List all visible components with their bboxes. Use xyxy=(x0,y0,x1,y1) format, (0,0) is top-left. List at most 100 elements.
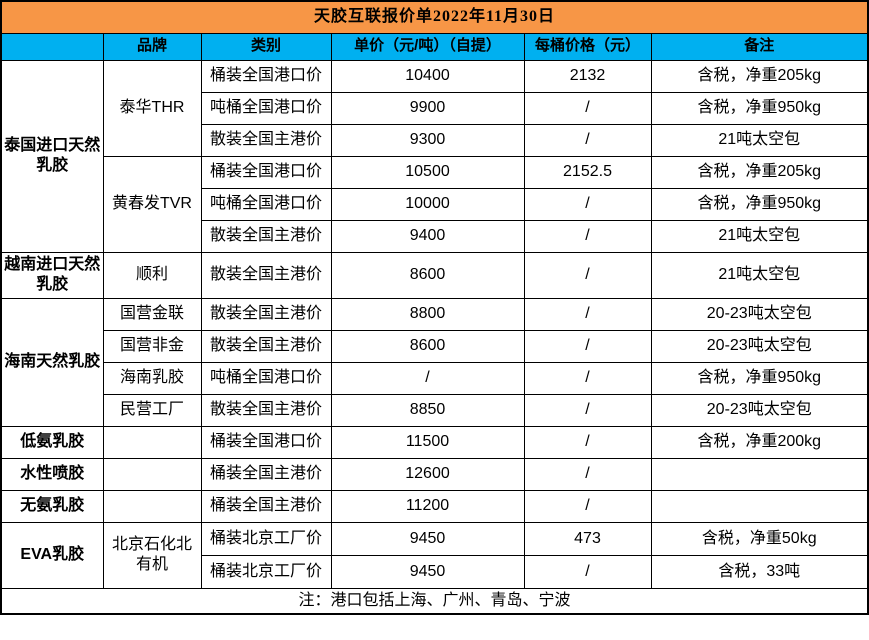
group-cell: EVA乳胶 xyxy=(0,521,104,589)
unit-price-cell: 11500 xyxy=(330,425,525,459)
unit-price-cell: 9450 xyxy=(330,554,525,589)
table-row: 散装全国主港价 9300 / 21吨太空包 xyxy=(1,123,869,157)
remark-cell: 21吨太空包 xyxy=(650,219,869,253)
remark-cell: 含税，33吨 xyxy=(650,554,869,589)
barrel-price-cell: / xyxy=(523,393,652,427)
barrel-price-cell: / xyxy=(523,489,652,523)
remark-cell: 含税，净重950kg xyxy=(650,361,869,395)
remark-cell: 含税，净重950kg xyxy=(650,187,869,221)
barrel-price-cell: / xyxy=(523,554,652,589)
brand-cell: 国营非金 xyxy=(102,329,202,363)
barrel-price-cell: / xyxy=(523,91,652,125)
category-cell: 散装全国主港价 xyxy=(200,123,332,157)
category-cell: 散装全国主港价 xyxy=(200,251,332,299)
unit-price-cell: 10000 xyxy=(330,187,525,221)
unit-price-cell: 12600 xyxy=(330,457,525,491)
unit-price-cell: 8850 xyxy=(330,393,525,427)
category-cell: 桶装北京工厂价 xyxy=(200,521,332,556)
brand-cell xyxy=(102,457,202,491)
brand-cell: 民营工厂 xyxy=(102,393,202,427)
category-cell: 吨桶全国港口价 xyxy=(200,361,332,395)
category-cell: 吨桶全国港口价 xyxy=(200,187,332,221)
group-cell: 无氨乳胶 xyxy=(0,489,104,523)
remark-cell: 含税，净重50kg xyxy=(650,521,869,556)
unit-price-cell: 9300 xyxy=(330,123,525,157)
group-cell: 越南进口天然乳胶 xyxy=(0,251,104,299)
header-category: 类别 xyxy=(200,32,332,61)
header-brand: 品牌 xyxy=(102,32,202,61)
remark-cell: 含税，净重205kg xyxy=(650,59,869,93)
barrel-price-cell: 2152.5 xyxy=(523,155,652,189)
remark-cell: 含税，净重950kg xyxy=(650,91,869,125)
table-row: 越南进口天然乳胶 顺利 散装全国主港价 8600 / 21吨太空包 xyxy=(0,251,869,299)
group-cell: 水性喷胶 xyxy=(0,457,104,491)
group-cell: 泰国进口天然乳胶 xyxy=(0,59,104,253)
barrel-price-cell: 2132 xyxy=(523,59,652,93)
table-row: 吨桶全国港口价 9900 / 含税，净重950kg xyxy=(1,91,869,125)
table-row: EVA乳胶 北京石化北有机 桶装北京工厂价 9450 473 含税，净重50kg xyxy=(0,521,869,589)
header-empty xyxy=(0,32,104,61)
remark-cell: 20-23吨太空包 xyxy=(650,297,869,331)
category-cell: 桶装北京工厂价 xyxy=(200,554,332,589)
remark-cell: 21吨太空包 xyxy=(650,251,869,299)
report-title: 天胶互联报价单2022年11月30日 xyxy=(0,0,869,34)
barrel-price-cell: / xyxy=(523,123,652,157)
unit-price-cell: 9450 xyxy=(330,521,525,556)
remark-cell: 20-23吨太空包 xyxy=(650,329,869,363)
table-row: 桶装北京工厂价 9450 / 含税，33吨 xyxy=(1,554,869,589)
group-cell: 低氨乳胶 xyxy=(0,425,104,459)
category-cell: 桶装全国港口价 xyxy=(200,155,332,189)
unit-price-cell: 11200 xyxy=(330,489,525,523)
brand-cell: 北京石化北有机 xyxy=(102,521,202,589)
table-row: 海南天然乳胶 国营金联 散装全国主港价 8800 / 20-23吨太空包 xyxy=(0,297,869,427)
barrel-price-cell: / xyxy=(523,329,652,363)
unit-price-cell: 9900 xyxy=(330,91,525,125)
unit-price-cell: 8600 xyxy=(330,329,525,363)
brand-cell xyxy=(102,425,202,459)
table-row: 低氨乳胶 桶装全国港口价 11500 / 含税，净重200kg xyxy=(0,425,869,459)
barrel-price-cell: / xyxy=(523,251,652,299)
remark-cell xyxy=(650,457,869,491)
header-unit-price: 单价（元/吨）（自提） xyxy=(330,32,525,61)
barrel-price-cell: / xyxy=(523,297,652,331)
category-cell: 桶装全国主港价 xyxy=(200,489,332,523)
category-cell: 散装全国主港价 xyxy=(200,297,332,331)
quotation-table: 天胶互联报价单2022年11月30日 品牌 类别 单价（元/吨）（自提） 每桶价… xyxy=(0,0,869,615)
category-cell: 吨桶全国港口价 xyxy=(200,91,332,125)
table-row: 泰国进口天然乳胶 泰华THR 桶装全国港口价 10400 2132 含税，净重2… xyxy=(0,59,869,253)
unit-price-cell: / xyxy=(330,361,525,395)
table-row: 水性喷胶 桶装全国主港价 12600 / xyxy=(0,457,869,491)
barrel-price-cell: / xyxy=(523,187,652,221)
brand-cell: 泰华THR xyxy=(102,59,202,157)
brand-cell: 国营金联 xyxy=(102,297,202,331)
barrel-price-cell: / xyxy=(523,219,652,253)
table-row: 吨桶全国港口价 10000 / 含税，净重950kg xyxy=(1,187,869,221)
barrel-price-cell: / xyxy=(523,425,652,459)
table-row: 散装全国主港价 9400 / 21吨太空包 xyxy=(1,219,869,253)
category-cell: 桶装全国港口价 xyxy=(200,59,332,93)
category-cell: 桶装全国港口价 xyxy=(200,425,332,459)
table-row: 黄春发TVR 桶装全国港口价 10500 2152.5 含税，净重205kg xyxy=(1,155,869,253)
group-cell: 海南天然乳胶 xyxy=(0,297,104,427)
unit-price-cell: 10400 xyxy=(330,59,525,93)
remark-cell: 21吨太空包 xyxy=(650,123,869,157)
barrel-price-cell: / xyxy=(523,361,652,395)
footer-note: 注：港口包括上海、广州、青岛、宁波 xyxy=(0,587,869,615)
remark-cell: 含税，净重200kg xyxy=(650,425,869,459)
brand-cell: 黄春发TVR xyxy=(102,155,202,253)
table-row: 海南乳胶 吨桶全国港口价 / / 含税，净重950kg xyxy=(1,361,869,395)
category-cell: 桶装全国主港价 xyxy=(200,457,332,491)
remark-cell xyxy=(650,489,869,523)
brand-cell xyxy=(102,489,202,523)
header-barrel-price: 每桶价格（元） xyxy=(523,32,652,61)
remark-cell: 20-23吨太空包 xyxy=(650,393,869,427)
brand-cell: 顺利 xyxy=(102,251,202,299)
table-row: 国营非金 散装全国主港价 8600 / 20-23吨太空包 xyxy=(1,329,869,363)
category-cell: 散装全国主港价 xyxy=(200,219,332,253)
barrel-price-cell: / xyxy=(523,457,652,491)
brand-cell: 海南乳胶 xyxy=(102,361,202,395)
barrel-price-cell: 473 xyxy=(523,521,652,556)
remark-cell: 含税，净重205kg xyxy=(650,155,869,189)
header-remark: 备注 xyxy=(650,32,869,61)
